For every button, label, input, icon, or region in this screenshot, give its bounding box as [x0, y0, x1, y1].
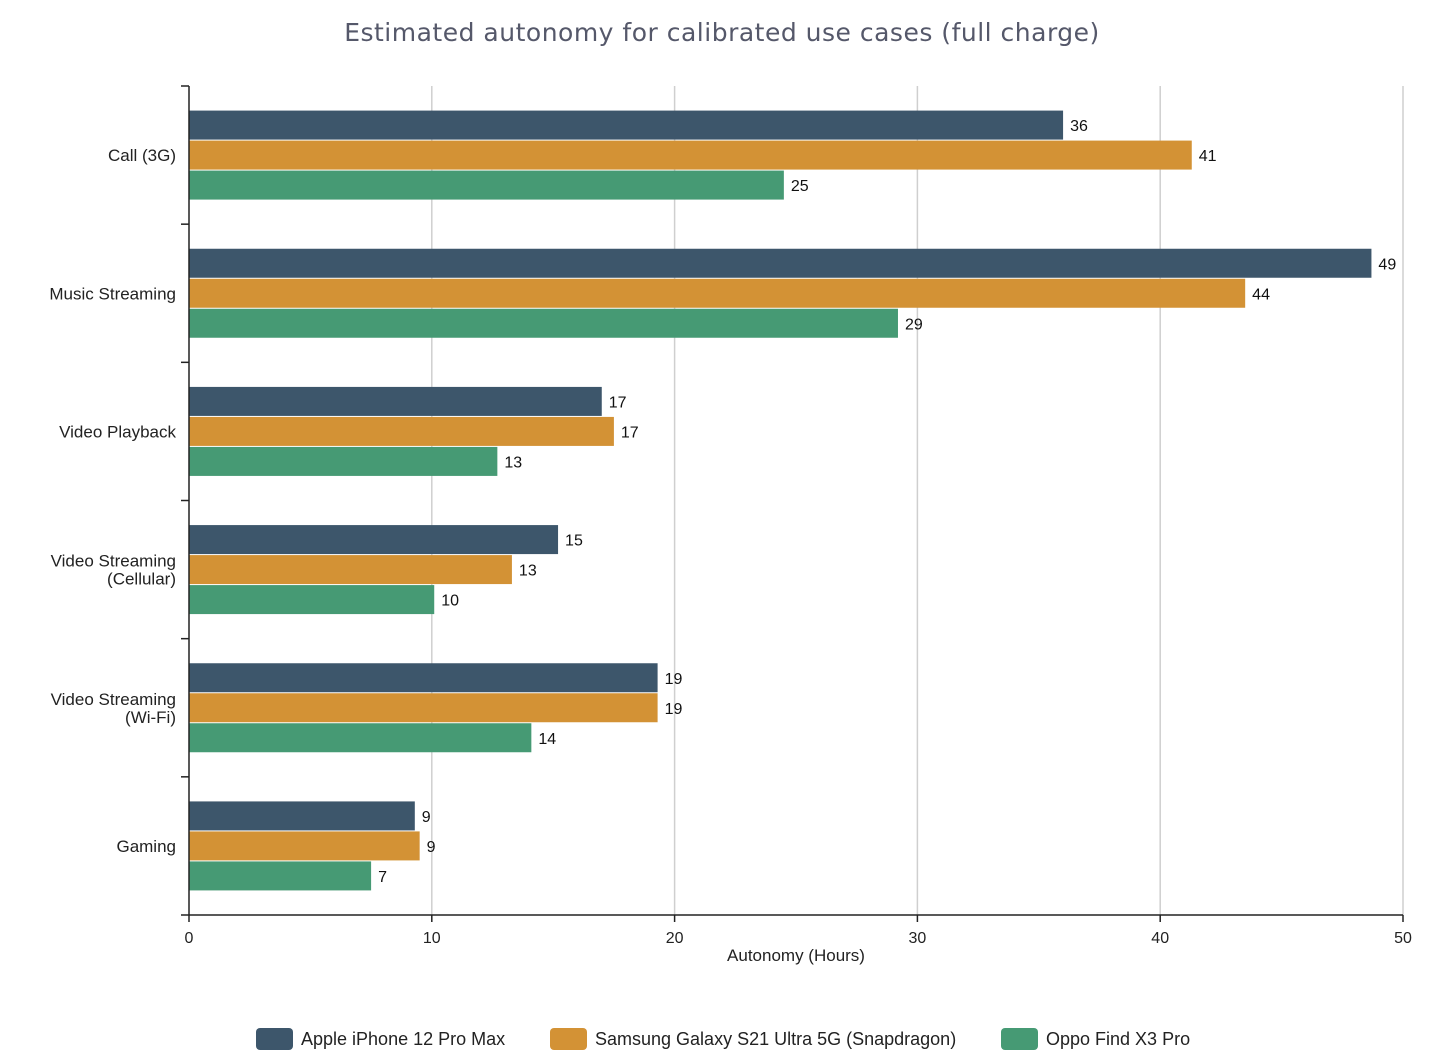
bar	[189, 140, 1192, 170]
bar	[189, 416, 614, 446]
legend-swatch	[1001, 1028, 1038, 1050]
x-tick-label: 30	[909, 930, 927, 947]
bar	[189, 386, 602, 416]
bar	[189, 663, 658, 693]
data-label: 13	[504, 454, 522, 471]
data-label: 17	[609, 394, 627, 411]
bar	[189, 801, 415, 831]
y-category-label: Call (3G)	[108, 146, 176, 165]
legend-label: Samsung Galaxy S21 Ultra 5G (Snapdragon)	[595, 1028, 957, 1049]
data-label: 9	[427, 839, 436, 856]
y-category-label: Video Playback	[59, 422, 176, 441]
y-category-label: (Wi-Fi)	[125, 708, 176, 727]
legend-label: Apple iPhone 12 Pro Max	[301, 1028, 506, 1049]
legend-swatch	[256, 1028, 293, 1050]
data-label: 14	[538, 731, 556, 748]
bar	[189, 170, 784, 200]
y-category-label: (Cellular)	[107, 570, 176, 589]
bar	[189, 525, 559, 555]
y-category-label: Gaming	[116, 837, 176, 856]
legend: Apple iPhone 12 Pro Max Samsung Galaxy S2…	[0, 1026, 1432, 1056]
data-label: 49	[1378, 256, 1396, 273]
bar	[189, 585, 435, 615]
legend-item[interactable]: Apple iPhone 12 Pro Max	[256, 1026, 505, 1052]
data-label: 13	[519, 563, 537, 580]
bar	[189, 248, 1372, 278]
bar	[189, 308, 898, 338]
gridlines	[431, 86, 1404, 915]
legend-label: Oppo Find X3 Pro	[1046, 1028, 1191, 1049]
data-label: 36	[1070, 118, 1088, 135]
bar	[189, 110, 1064, 140]
chart-title: Estimated autonomy for calibrated use ca…	[344, 18, 1100, 47]
data-label: 19	[665, 701, 683, 718]
legend-item[interactable]: Samsung Galaxy S21 Ultra 5G (Snapdragon)	[550, 1026, 956, 1052]
x-axis-title: Autonomy (Hours)	[727, 946, 865, 965]
x-tick-label: 50	[1394, 930, 1412, 947]
x-tick-label: 20	[666, 930, 684, 947]
data-label: 25	[791, 178, 809, 195]
bars	[189, 110, 1372, 891]
axes	[181, 85, 1404, 922]
data-label: 41	[1199, 148, 1217, 165]
bar	[189, 693, 658, 723]
bar	[189, 278, 1246, 308]
data-label: 9	[422, 809, 431, 826]
data-label: 17	[621, 424, 639, 441]
data-label: 44	[1252, 286, 1270, 303]
x-tick-label: 10	[423, 930, 441, 947]
y-category-label: Music Streaming	[49, 284, 176, 303]
y-category-label: Video Streaming	[51, 690, 176, 709]
bar	[189, 555, 512, 585]
data-label: 15	[565, 533, 583, 550]
legend-swatch	[550, 1028, 587, 1050]
x-tick-label: 0	[185, 930, 194, 947]
data-label: 29	[905, 316, 923, 333]
bar	[189, 831, 420, 861]
data-label: 7	[378, 869, 387, 886]
data-label: 10	[441, 593, 459, 610]
y-category-label: Video Streaming	[51, 552, 176, 571]
labels: 0 10 20 30 40 50 36 41 25 Call (3G) 49 44 29 Music St…	[49, 118, 1412, 947]
bar	[189, 861, 372, 891]
bar	[189, 723, 532, 753]
data-label: 19	[665, 671, 683, 688]
bar-chart: 0 10 20 30 40 50 36 41 25 Call (3G) 49 44 29 Music St…	[49, 85, 1412, 965]
legend-item[interactable]: Oppo Find X3 Pro	[1001, 1026, 1190, 1052]
x-tick-label: 40	[1151, 930, 1169, 947]
bar	[189, 446, 498, 476]
